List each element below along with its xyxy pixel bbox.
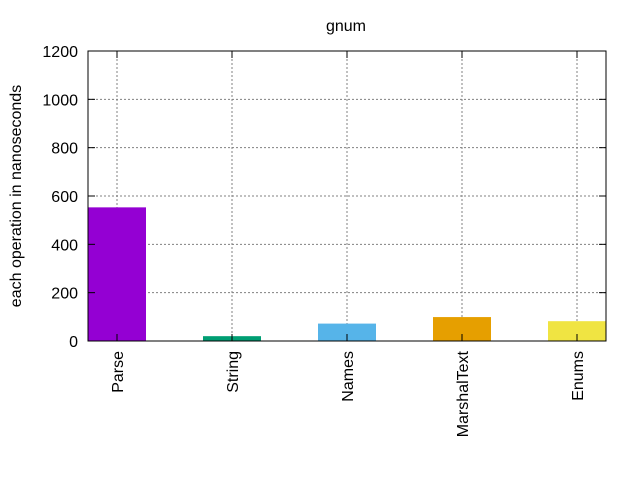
y-tick-label: 1200: [42, 44, 78, 61]
y-tick-label: 0: [69, 334, 78, 351]
grid-lines: [88, 51, 606, 341]
bars: [88, 207, 606, 341]
x-tick-label: MarshalText: [455, 350, 472, 437]
axis-ticks: 0 200 400 600 800 1000 1200 Parse String Names Mar…: [42, 44, 606, 437]
y-tick-label: 800: [51, 141, 78, 158]
bar-names: [318, 323, 376, 341]
x-tick-label: String: [225, 351, 242, 393]
bar-marshaltext: [433, 317, 491, 341]
y-axis-label: each operation in nanoseconds: [8, 85, 25, 307]
x-tick-label: Names: [340, 351, 357, 402]
plot-area-border: [87, 50, 607, 342]
bar-parse: [88, 207, 146, 341]
chart-title: gnum: [326, 18, 366, 35]
y-tick-label: 600: [51, 189, 78, 206]
bar-enums: [548, 321, 606, 341]
x-tick-label: Parse: [110, 351, 127, 393]
y-tick-label: 1000: [42, 92, 78, 109]
y-tick-label: 200: [51, 286, 78, 303]
x-tick-label: Enums: [570, 351, 587, 401]
y-tick-label: 400: [51, 237, 78, 254]
